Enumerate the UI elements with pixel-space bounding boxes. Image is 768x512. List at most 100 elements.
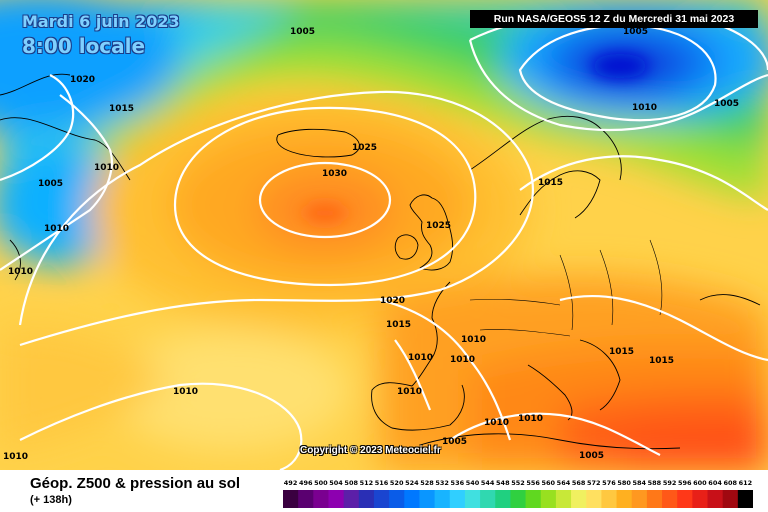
isobar-label: 1005 [623, 27, 648, 37]
scale-tick-label: 564 [556, 479, 571, 487]
scale-tick-label: 540 [465, 479, 480, 487]
isobar-label: 1020 [380, 296, 405, 306]
scale-swatch [495, 490, 511, 508]
scale-swatch [373, 490, 390, 508]
isobar-label: 1010 [44, 224, 69, 234]
color-scale-labels: 492 496 500 504 508 512 516 520 524 528 532 536 540 5… [283, 479, 753, 489]
forecast-lead-time: (+ 138h) [30, 494, 72, 506]
scale-tick-label: 572 [587, 479, 601, 487]
scale-tick-label: 556 [526, 479, 540, 487]
scale-tick-label: 536 [450, 479, 465, 487]
isobar-label: 1020 [70, 75, 95, 85]
scale-tick-label: 596 [677, 479, 692, 487]
isobars [0, 10, 768, 470]
scale-tick-label: 576 [602, 479, 616, 487]
geopotential-field [0, 0, 768, 470]
scale-tick-label: 504 [329, 479, 343, 487]
forecast-date: Mardi 6 juin 2023 [22, 12, 180, 31]
scale-swatch [601, 490, 618, 508]
geopotential-map: 1005 1005 1010 1005 1015 1020 1010 1005 … [0, 0, 768, 470]
scale-swatch [555, 490, 572, 508]
scale-swatch [464, 490, 481, 508]
scale-swatch [662, 490, 678, 508]
scale-swatch [358, 490, 375, 508]
scale-swatch [283, 490, 299, 508]
scale-tick-label: 588 [647, 479, 662, 487]
scale-swatch [646, 490, 663, 508]
scale-tick-label: 528 [420, 479, 434, 487]
scale-swatch [510, 490, 527, 508]
isobar-label: 1015 [386, 320, 411, 330]
scale-tick-label: 600 [693, 479, 707, 487]
scale-tick-label: 612 [738, 479, 753, 487]
scale-swatch [298, 490, 314, 508]
isobar-label: 1010 [94, 163, 119, 173]
scale-swatch [586, 490, 602, 508]
scale-swatch [677, 490, 693, 508]
scale-tick-label: 544 [480, 479, 495, 487]
model-run-info: Run NASA/GEOS5 12 Z du Mercredi 31 mai 2… [470, 10, 758, 28]
copyright-notice: Copyright © 2023 Meteociel.fr [300, 445, 441, 456]
scale-swatch [571, 490, 587, 508]
isobar-label: 1010 [461, 335, 486, 345]
isobar-label: 1010 [397, 387, 422, 397]
scale-tick-label: 568 [571, 479, 586, 487]
scale-tick-label: 520 [389, 479, 404, 487]
scale-swatch [313, 490, 329, 508]
scale-tick-label: 604 [708, 479, 722, 487]
isobar-label: 1010 [518, 414, 543, 424]
isobar-label: 1005 [714, 99, 739, 109]
scale-tick-label: 500 [314, 479, 328, 487]
color-scale-bar [283, 490, 753, 508]
scale-swatch [389, 490, 405, 508]
scale-tick-label: 592 [662, 479, 677, 487]
isobar-label: 1010 [408, 353, 433, 363]
isobar-labels: 1005 1005 1010 1005 1015 1020 1010 1005 … [3, 27, 739, 462]
isobar-label: 1015 [538, 178, 563, 188]
scale-tick-label: 560 [541, 479, 556, 487]
scale-tick-label: 508 [344, 479, 358, 487]
isobar-label: 1015 [109, 104, 134, 114]
scale-swatch [722, 490, 739, 508]
scale-swatch [480, 490, 496, 508]
scale-swatch [328, 490, 345, 508]
isobar-label: 1030 [322, 169, 347, 179]
isobar-label: 1005 [579, 451, 604, 461]
scale-tick-label: 552 [511, 479, 525, 487]
isobar-label: 1025 [426, 221, 451, 231]
isobar-label: 1010 [632, 103, 657, 113]
scale-swatch [631, 490, 648, 508]
scale-tick-label: 516 [374, 479, 389, 487]
scale-tick-label: 532 [435, 479, 449, 487]
isobar-label: 1010 [3, 452, 28, 462]
scale-swatch [540, 490, 557, 508]
isobar-label: 1005 [290, 27, 315, 37]
scale-swatch [434, 490, 451, 508]
isobar-label: 1005 [442, 437, 467, 447]
scale-swatch [707, 490, 724, 508]
scale-tick-label: 524 [405, 479, 419, 487]
scale-swatch [449, 490, 466, 508]
scale-swatch [692, 490, 709, 508]
isobar-label: 1010 [484, 418, 509, 428]
isobar-label: 1015 [609, 347, 634, 357]
isobar-label: 1010 [173, 387, 198, 397]
scale-tick-label: 584 [632, 479, 647, 487]
scale-tick-label: 608 [723, 479, 738, 487]
scale-tick-label: 548 [496, 479, 510, 487]
scale-tick-label: 580 [617, 479, 631, 487]
map-title: Géop. Z500 & pression au sol [30, 475, 241, 492]
isobar-label: 1005 [38, 179, 63, 189]
scale-swatch [404, 490, 420, 508]
isobar-label: 1010 [450, 355, 475, 365]
isobar-label: 1010 [8, 267, 33, 277]
scale-swatch [343, 490, 360, 508]
scale-swatch [525, 490, 542, 508]
scale-tick-label: 496 [298, 479, 313, 487]
scale-swatch [737, 490, 753, 508]
forecast-time: 8:00 locale [22, 34, 146, 58]
isobar-label: 1015 [649, 356, 674, 366]
scale-swatch [419, 490, 436, 508]
isobar-label: 1025 [352, 143, 377, 153]
